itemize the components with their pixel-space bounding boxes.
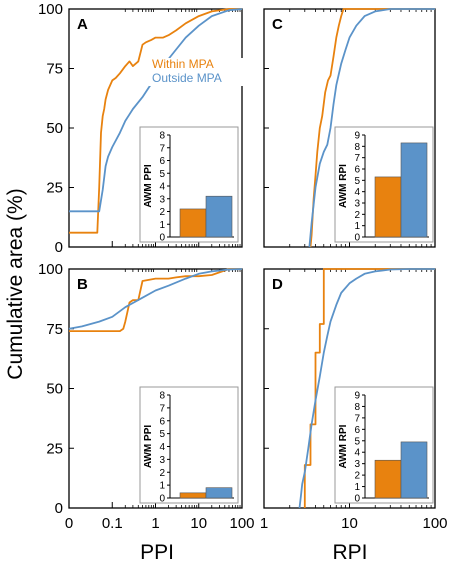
inset-y-tick-label: 9 bbox=[354, 391, 360, 402]
inset-y-tick-label: 4 bbox=[354, 187, 360, 198]
series-line-outside-mpa bbox=[308, 8, 435, 248]
inset-y-axis-label: AWM RPI bbox=[338, 424, 349, 468]
x-axis-title-rpi: RPI bbox=[332, 541, 367, 564]
inset-y-tick-label: 4 bbox=[159, 442, 165, 453]
x-tick-label: 100 bbox=[229, 515, 254, 532]
inset-y-tick-label: 6 bbox=[159, 416, 165, 427]
inset-y-tick-label: 8 bbox=[354, 142, 360, 153]
inset-y-tick-label: 3 bbox=[354, 199, 360, 210]
inset-y-tick-label: 3 bbox=[354, 459, 360, 470]
x-tick-label: 100 bbox=[422, 515, 447, 532]
inset-y-tick-label: 1 bbox=[159, 481, 165, 492]
inset-bar-within bbox=[179, 208, 207, 238]
inset-y-tick-label: 0 bbox=[159, 233, 165, 244]
y-tick-label: 100 bbox=[38, 1, 63, 18]
series-line-within-mpa bbox=[69, 8, 242, 234]
inset-y-tick-label: 0 bbox=[354, 494, 360, 505]
inset-y-tick-label: 3 bbox=[159, 455, 165, 466]
y-tick-label: 0 bbox=[55, 239, 63, 256]
inset-y-tick-label: 2 bbox=[354, 471, 360, 482]
inset-y-tick-label: 7 bbox=[159, 403, 165, 414]
inset-y-tick-label: 5 bbox=[354, 176, 360, 187]
inset-y-tick-label: 5 bbox=[159, 429, 165, 440]
inset-bar-outside bbox=[400, 441, 428, 499]
inset-bar-within bbox=[374, 459, 402, 499]
x-tick-label: 10 bbox=[190, 515, 207, 532]
y-axis-title: Cumulative area (%) bbox=[4, 188, 27, 379]
inset-y-tick-label: 3 bbox=[159, 194, 165, 205]
series-line-within-mpa bbox=[309, 8, 435, 248]
inset-y-tick-label: 7 bbox=[354, 153, 360, 164]
y-tick-label: 25 bbox=[46, 180, 63, 197]
y-tick-label: 75 bbox=[46, 61, 63, 78]
inset-bar-outside bbox=[205, 195, 233, 238]
panel-label: C bbox=[272, 16, 283, 33]
inset-y-tick-label: 1 bbox=[354, 221, 360, 232]
inset-y-axis-label: AWM PPI bbox=[143, 164, 154, 208]
x-tick-label: 10 bbox=[341, 515, 358, 532]
inset-y-tick-label: 2 bbox=[159, 468, 165, 479]
inset-y-tick-label: 2 bbox=[159, 207, 165, 218]
series-line-within-mpa bbox=[303, 268, 435, 508]
inset-y-tick-label: 8 bbox=[159, 131, 165, 142]
inset-y-tick-label: 8 bbox=[354, 402, 360, 413]
y-tick-label: 25 bbox=[46, 440, 63, 457]
inset-y-tick-label: 0 bbox=[159, 494, 165, 505]
inset-y-tick-label: 6 bbox=[354, 165, 360, 176]
inset-bar-chart: 0 1 2 3 4 5 6 78 AWM PPI bbox=[139, 386, 239, 505]
y-tick-label: 50 bbox=[46, 120, 63, 137]
inset-y-tick-label: 4 bbox=[354, 448, 360, 459]
inset-y-tick-label: 2 bbox=[354, 210, 360, 221]
inset-y-tick-label: 1 bbox=[354, 482, 360, 493]
inset-bar-outside bbox=[400, 142, 428, 238]
series-line-within-mpa bbox=[69, 268, 242, 333]
x-tick-label: 0 bbox=[65, 515, 73, 532]
inset-y-tick-label: 4 bbox=[159, 182, 165, 193]
inset-y-tick-label: 5 bbox=[159, 169, 165, 180]
inset-y-tick-label: 8 bbox=[159, 391, 165, 402]
x-tick-label: 1 bbox=[260, 515, 268, 532]
panel-label: A bbox=[77, 16, 88, 33]
inset-y-tick-label: 0 bbox=[354, 233, 360, 244]
y-tick-label: 75 bbox=[46, 321, 63, 338]
inset-y-tick-label: 1 bbox=[159, 220, 165, 231]
inset-y-tick-label: 7 bbox=[159, 143, 165, 154]
inset-bar-outside bbox=[205, 487, 233, 499]
series-line-outside-mpa bbox=[69, 8, 243, 213]
legend-within: Within MPA bbox=[152, 57, 214, 71]
inset-y-tick-label: 6 bbox=[159, 156, 165, 167]
inset-frame bbox=[139, 386, 239, 504]
series-line-outside-mpa bbox=[68, 268, 243, 330]
panel-label: B bbox=[77, 276, 88, 293]
legend-box bbox=[149, 58, 244, 86]
inset-bar-within bbox=[179, 492, 207, 499]
legend-outside: Outside MPA bbox=[152, 71, 222, 85]
inset-y-axis-label: AWM PPI bbox=[143, 425, 154, 469]
series-line-outside-mpa bbox=[298, 268, 435, 509]
inset-y-tick-label: 9 bbox=[354, 131, 360, 142]
y-tick-label: 0 bbox=[55, 500, 63, 517]
x-tick-label: 1 bbox=[151, 515, 159, 532]
inset-y-axis-label: AWM RPI bbox=[338, 164, 349, 208]
x-tick-label: 0.1 bbox=[102, 515, 123, 532]
inset-y-tick-label: 5 bbox=[354, 436, 360, 447]
x-axis-title-ppi: PPI bbox=[140, 541, 174, 564]
inset-y-tick-label: 6 bbox=[354, 425, 360, 436]
y-tick-label: 50 bbox=[46, 381, 63, 398]
inset-bar-within bbox=[374, 176, 402, 238]
panel-label: D bbox=[272, 276, 283, 293]
y-tick-label: 100 bbox=[38, 261, 63, 278]
inset-y-tick-label: 7 bbox=[354, 413, 360, 424]
